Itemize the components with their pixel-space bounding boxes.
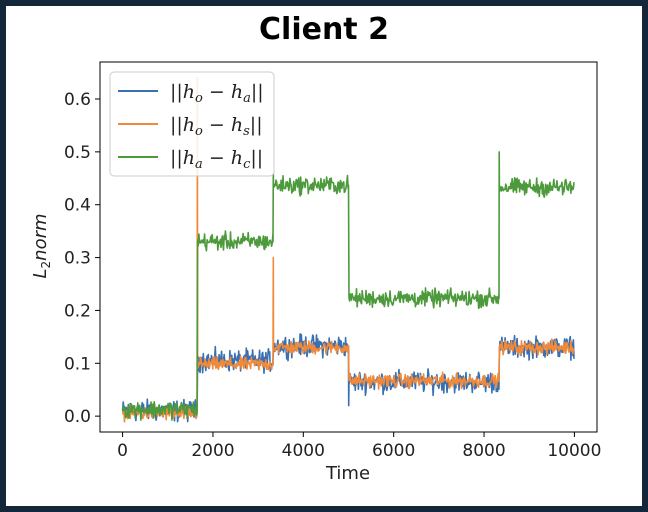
y-axis-label: L2norm (30, 213, 53, 278)
x-tick-label: 10000 (547, 441, 601, 461)
series-layer (121, 77, 575, 423)
y-tick-label: 0.4 (64, 196, 91, 216)
x-tick-label: 8000 (462, 441, 505, 461)
x-tick-label: 6000 (372, 441, 415, 461)
y-tick-label: 0.0 (64, 407, 91, 427)
x-tick-label: 0 (117, 441, 128, 461)
x-tick-label: 2000 (191, 441, 234, 461)
y-tick-label: 0.6 (64, 90, 91, 110)
x-tick-label: 4000 (282, 441, 325, 461)
y-tick-label: 0.2 (64, 301, 91, 321)
legend-entry: ||ha − hc|| (170, 147, 263, 172)
axes-box (99, 61, 598, 433)
y-axis: 0.0 0.1 0.2 0.3 0.4 0.5 0.6 (64, 90, 100, 427)
legend-entry: ||ho − hs|| (170, 114, 263, 139)
x-axis-label: Time (325, 463, 370, 484)
y-tick-label: 0.3 (64, 249, 91, 269)
legend: ||ho − ha|| ||ho − hs|| ||ha − hc|| (109, 71, 275, 177)
legend-box (109, 71, 275, 177)
legend-entry: ||ho − ha|| (170, 81, 264, 106)
series-line-3 (121, 151, 575, 421)
y-tick-label: 0.5 (64, 143, 91, 163)
y-tick-label: 0.1 (64, 354, 91, 374)
x-axis: 0 2000 4000 6000 8000 10000 (117, 432, 601, 461)
chart-title: Client 2 (259, 12, 389, 47)
